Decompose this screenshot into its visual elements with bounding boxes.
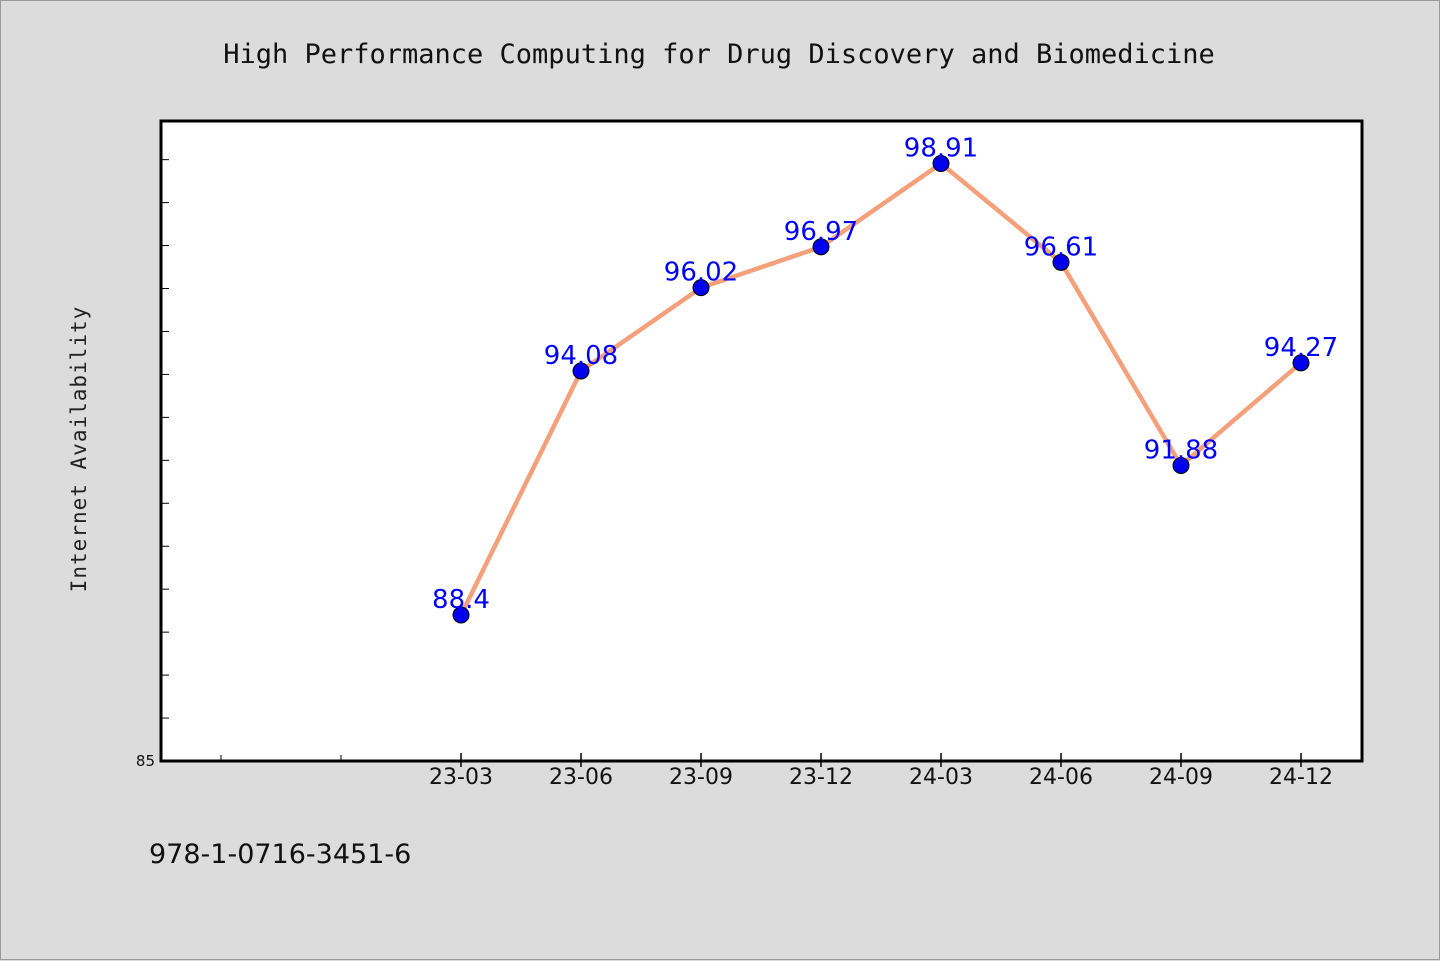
data-point (1172, 456, 1190, 474)
data-label: 91.88 (1144, 435, 1218, 465)
x-axis-ticks: 23-03 23-06 23-09 23-12 24-03 24-06 24-09 24-12 (220, 753, 1333, 790)
x-tick-label: 23-12 (789, 765, 853, 790)
data-label: 96.97 (784, 217, 858, 247)
data-point (452, 606, 470, 624)
data-series: 88.4 94.08 96.02 96.97 98.91 96.61 91.88 94.27 (432, 134, 1338, 624)
x-tick-label: 24-12 (1269, 765, 1333, 790)
y-tick-label: 85 (136, 752, 155, 770)
data-point (1292, 354, 1310, 372)
data-point (572, 362, 590, 380)
plot-area (159, 119, 1364, 763)
data-point (692, 279, 710, 297)
data-point (932, 155, 950, 173)
isbn-label: 978-1-0716-3451-6 (149, 839, 411, 870)
data-label: 98.91 (904, 134, 978, 164)
x-tick-label: 23-06 (549, 765, 613, 790)
data-point (1052, 253, 1070, 271)
data-label: 96.02 (664, 258, 738, 288)
series-line (458, 161, 1304, 618)
x-tick-label: 23-03 (429, 765, 493, 790)
data-label: 94.27 (1264, 333, 1338, 363)
chart-title: High Performance Computing for Drug Disc… (223, 39, 1215, 70)
data-label: 96.61 (1024, 232, 1098, 262)
x-tick-label: 24-06 (1029, 765, 1093, 790)
data-point (812, 238, 830, 256)
x-tick-label: 23-09 (669, 765, 733, 790)
x-tick-label: 24-03 (909, 765, 973, 790)
x-tick-label: 24-09 (1149, 765, 1213, 790)
data-label: 94.08 (544, 341, 618, 371)
y-axis-label: Internet Availability (67, 306, 91, 593)
y-axis-ticks: 85 (136, 159, 169, 770)
data-label: 88.4 (432, 585, 490, 615)
